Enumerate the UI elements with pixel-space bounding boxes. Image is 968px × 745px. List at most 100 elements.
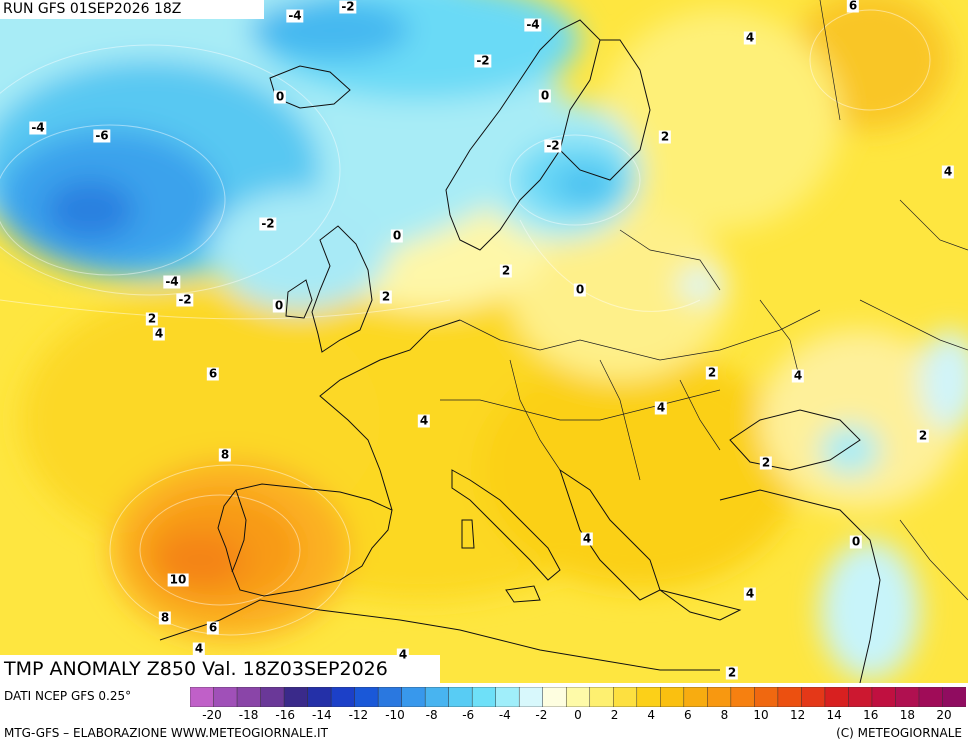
legend-swatch [895,687,920,707]
contour-value-label: 8 [218,447,232,462]
legend-swatch [636,687,661,707]
contour-value-label: -4 [286,8,304,23]
legend-swatch [754,687,779,707]
temperature-anomaly-map [0,0,968,683]
legend-tick-label: -18 [238,708,259,722]
contour-value-label: 4 [152,326,166,341]
legend-tick-label: 4 [647,708,656,722]
legend-swatch [424,687,450,707]
legend-swatch [283,687,309,707]
legend-swatch [918,687,944,707]
contour-value-label: 2 [658,129,672,144]
legend-swatch [190,687,215,707]
legend-swatch [518,687,544,707]
contour-value-label: 10 [167,572,189,587]
legend-swatch [871,687,897,707]
contour-value-label: 0 [538,88,552,103]
legend-swatch [236,687,262,707]
contour-value-label: -2 [474,53,492,68]
legend-tick-label: -4 [498,708,511,722]
legend-tick-label: -10 [385,708,405,722]
legend-swatch [354,687,379,707]
run-info-label: RUN GFS 01SEP2026 18Z [0,0,264,19]
contour-value-label: 0 [573,282,587,297]
contour-value-label: 4 [192,641,206,656]
legend-tick-label: 14 [826,708,842,722]
contour-value-label: 2 [145,311,159,326]
contour-value-label: 6 [846,0,860,13]
contour-value-label: -2 [176,292,194,307]
contour-value-label: 6 [206,620,220,635]
legend-swatch [260,687,285,707]
color-legend-ticks: -20 -18 -16 -14 -12 -10 -8 -6 -4 -2 0 2 4 6 8 10 12 14 16 1… [190,708,966,724]
contour-value-label: 4 [941,164,955,179]
contour-value-label: -4 [29,120,47,135]
contour-value-label: -2 [259,216,277,231]
legend-tick-label: -6 [462,708,475,722]
legend-swatch [683,687,708,707]
legend-swatch [777,687,802,707]
contour-value-label: 8 [158,610,172,625]
contour-value-label: 0 [273,89,287,104]
contour-value-label: 0 [390,228,404,243]
legend-swatch [613,687,638,707]
legend-swatch [471,687,497,707]
country-borders [440,0,968,601]
data-source-label: DATI NCEP GFS 0.25° [4,689,132,703]
legend-swatch [448,687,473,707]
contour-value-label: 4 [791,368,805,383]
color-legend-bar [190,687,966,707]
contour-value-label: 2 [725,665,739,680]
legend-swatch [401,687,426,707]
contour-lines [0,9,931,636]
legend-tick-label: -14 [311,708,332,722]
contour-value-label: 4 [580,531,594,546]
contour-value-label: 4 [654,400,668,415]
anomaly-field [0,0,968,680]
legend-swatch [307,687,332,707]
contour-value-label: 4 [396,647,410,662]
legend-tick-label: -20 [202,708,222,722]
contour-value-label: -4 [524,17,542,32]
legend-swatch [495,687,520,707]
legend-swatch [330,687,356,707]
credit-label: MTG-GFS – ELABORAZIONE WWW.METEOGIORNALE… [4,726,328,740]
legend-swatch [801,687,826,707]
copyright-label: (C) METEOGIORNALE [836,726,962,740]
map-canvas [0,0,968,683]
contour-value-label: 0 [849,534,863,549]
contour-value-label: 2 [499,263,513,278]
legend-swatch [660,687,685,707]
legend-swatch [707,687,732,707]
legend-tick-label: -12 [348,708,369,722]
legend-swatch [848,687,873,707]
legend-swatch [824,687,849,707]
coastlines [159,19,881,683]
contour-value-label: 2 [379,289,393,304]
legend-tick-label: 2 [610,708,619,722]
legend-tick-label: 20 [936,708,952,722]
legend-tick-label: 10 [753,708,769,722]
contour-value-label: -2 [544,138,562,153]
legend-tick-label: 6 [683,708,692,722]
contour-value-label: 2 [705,365,719,380]
legend-swatch [589,687,614,707]
legend-swatch [565,687,591,707]
contour-value-label: 4 [417,413,431,428]
legend-tick-label: 0 [574,708,582,722]
contour-value-label: 0 [272,298,286,313]
contour-value-label: 4 [743,30,757,45]
legend-tick-label: -8 [425,708,438,722]
contour-value-label: 2 [759,455,773,470]
legend-swatch [542,687,567,707]
legend-swatch [377,687,403,707]
contour-value-label: 2 [916,428,930,443]
contour-value-label: 4 [743,586,757,601]
legend-tick-label: 12 [789,708,806,722]
legend-tick-label: -2 [535,708,548,722]
legend-tick-label: 18 [899,708,916,722]
legend-tick-label: 16 [863,708,879,722]
legend-swatch [730,687,755,707]
contour-value-label: -4 [163,274,181,289]
map-title: TMP ANOMALY Z850 Val. 18Z03SEP2026 [0,655,440,683]
